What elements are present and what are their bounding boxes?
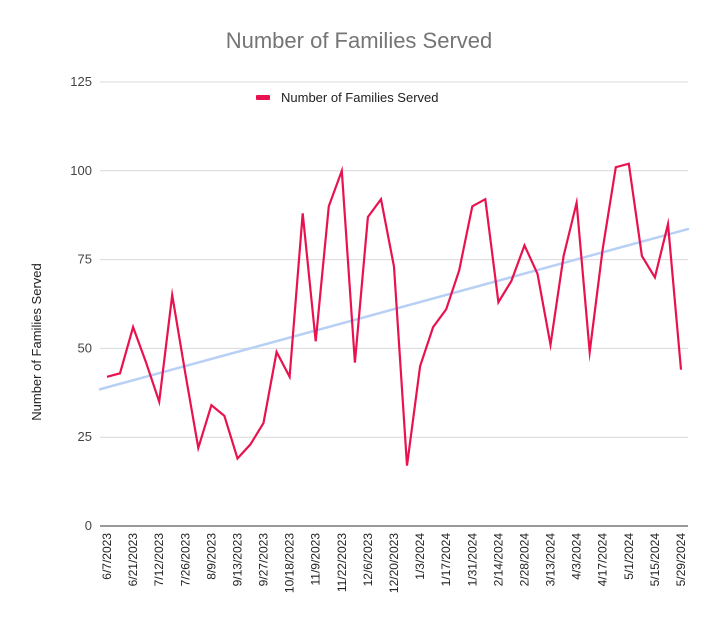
data-point [665,221,671,227]
x-tick-label: 10/18/2023 [283,533,297,593]
data-point [143,360,149,366]
data-point [221,413,227,419]
data-point [626,161,632,167]
data-point [104,374,110,380]
data-point [182,370,188,376]
data-point [456,267,462,273]
data-point [404,463,410,469]
data-point [443,306,449,312]
x-tick-label: 3/13/2024 [544,533,558,587]
data-point [313,338,319,344]
x-tick-label: 11/9/2023 [309,533,323,586]
data-point [365,214,371,220]
data-point [639,253,645,259]
data-point [587,349,593,355]
x-tick-label: 2/28/2024 [518,533,532,587]
data-point [678,367,684,373]
legend-label: Number of Families Served [281,90,439,105]
y-tick-labels: 0 25 50 75 100 125 [70,74,92,533]
data-point [156,399,162,405]
data-point [574,200,580,206]
data-point [326,203,332,209]
gridlines [100,81,688,527]
data-point [417,363,423,369]
data-point [430,324,436,330]
x-tick-label: 6/21/2023 [126,533,140,587]
y-tick-label: 100 [70,163,92,178]
data-point [508,278,514,284]
data-point [391,264,397,270]
data-point [600,246,606,252]
data-point [548,342,554,348]
data-point [652,274,658,280]
x-tick-label: 5/29/2024 [674,533,688,587]
x-tick-label: 7/26/2023 [178,533,192,587]
data-point [300,210,306,216]
data-point [234,456,240,462]
y-tick-label: 125 [70,74,92,89]
x-tick-label: 5/1/2024 [622,533,636,580]
y-tick-label: 25 [78,429,92,444]
trendline [98,227,690,391]
x-tick-label: 2/14/2024 [491,533,505,587]
x-tick-label: 4/17/2024 [596,533,610,587]
data-point [339,168,345,174]
y-tick-label: 0 [85,518,92,533]
x-tick-label: 8/9/2023 [204,533,218,580]
x-tick-label: 6/7/2023 [100,533,114,580]
data-point [495,299,501,305]
x-tick-label: 1/3/2024 [413,533,427,580]
data-point [248,441,254,447]
x-tick-label: 7/12/2023 [152,533,166,587]
data-point [208,402,214,408]
x-tick-label: 12/6/2023 [361,533,375,587]
data-point [561,253,567,259]
data-point [117,370,123,376]
data-point [378,196,384,202]
data-point [613,164,619,170]
y-tick-label: 75 [78,252,92,267]
x-tick-label: 9/27/2023 [257,533,271,587]
data-point [521,242,527,248]
series-group [104,161,684,469]
x-tick-label: 12/20/2023 [387,533,401,593]
series-line-families-served [106,162,683,466]
data-point [274,349,280,355]
chart-title: Number of Families Served [226,28,493,53]
y-tick-label: 50 [78,340,92,355]
trendline-group [98,227,690,391]
legend: Number of Families Served [256,90,439,105]
y-axis-label: Number of Families Served [29,263,44,421]
x-tick-label: 1/31/2024 [465,533,479,587]
data-point [482,196,488,202]
data-point [195,445,201,451]
x-tick-label: 11/22/2023 [335,533,349,592]
data-point [287,374,293,380]
x-tick-label: 9/13/2023 [231,533,245,587]
data-point [469,203,475,209]
data-point [130,324,136,330]
x-tick-label: 4/3/2024 [570,533,584,580]
legend-swatch [256,95,270,100]
x-tick-label: 5/15/2024 [648,533,662,587]
data-point [535,271,541,277]
data-point [169,292,175,298]
data-point [261,420,267,426]
x-tick-labels: 6/7/2023 6/21/2023 7/12/2023 7/26/2023 8/9/2… [100,533,688,593]
x-tick-label: 1/17/2024 [439,533,453,587]
data-point [352,360,358,366]
